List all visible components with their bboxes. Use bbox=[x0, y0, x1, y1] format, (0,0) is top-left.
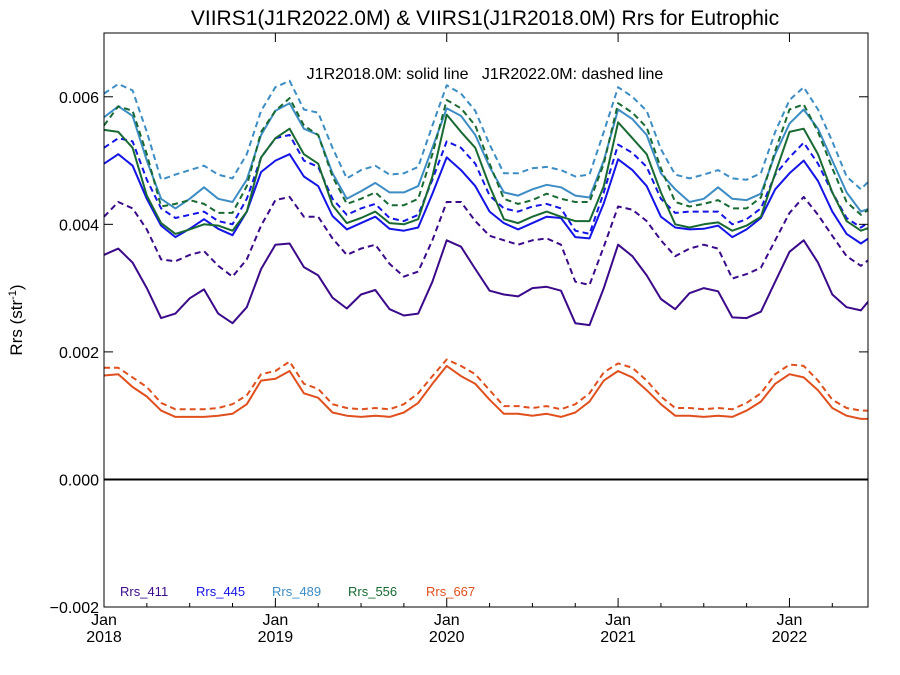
x-tick-label-month: Jan bbox=[777, 612, 803, 629]
series-layer bbox=[104, 79, 868, 420]
series-line-rrs-445-solid bbox=[104, 153, 868, 245]
y-tick-label: 0.004 bbox=[59, 217, 99, 234]
y-axis-label-main: Rrs (str bbox=[7, 300, 26, 356]
x-tick-label-month: Jan bbox=[91, 612, 117, 629]
series-line-rrs-667-solid bbox=[104, 364, 868, 420]
legend-label-rrs-445: Rrs_445 bbox=[196, 584, 245, 599]
y-axis-label: Rrs (str-1) bbox=[7, 284, 26, 355]
series-line-rrs-411-dashed bbox=[104, 195, 868, 286]
y-tick-label: −0.002 bbox=[50, 600, 99, 617]
x-tick-label-month: Jan bbox=[262, 612, 288, 629]
plot-frame bbox=[103, 32, 869, 608]
y-axis-label-superscript: -1 bbox=[7, 290, 19, 300]
series-line-rrs-556-solid bbox=[104, 113, 868, 235]
legend-label-rrs-411: Rrs_411 bbox=[120, 584, 168, 599]
x-tick-label-month: Jan bbox=[605, 612, 631, 629]
legend-label-rrs-667: Rrs_667 bbox=[426, 584, 475, 599]
series-line-rrs-489-dashed bbox=[104, 79, 868, 191]
legend: Rrs_411 Rrs_445 Rrs_489 Rrs_556 Rrs_667 bbox=[120, 584, 475, 599]
y-axis-ticks: −0.002 0.000 0.002 0.004 0.006 bbox=[50, 90, 868, 617]
x-tick-label-year: 2019 bbox=[258, 629, 294, 646]
x-tick-label-year: 2022 bbox=[772, 629, 808, 646]
series-line-rrs-445-dashed bbox=[104, 134, 868, 235]
y-tick-label: 0.006 bbox=[59, 90, 99, 107]
y-axis-label-close: ) bbox=[7, 284, 26, 290]
x-tick-label-month: Jan bbox=[434, 612, 460, 629]
legend-label-rrs-556: Rrs_556 bbox=[348, 584, 397, 599]
x-tick-label-year: 2021 bbox=[600, 629, 636, 646]
plot-area bbox=[104, 79, 868, 481]
chart-subtitle: J1R2018.0M: solid line J1R2022.0M: dashe… bbox=[307, 66, 664, 83]
series-line-rrs-667-dashed bbox=[104, 358, 868, 412]
y-tick-label: 0.002 bbox=[59, 345, 99, 362]
series-line-rrs-556-dashed bbox=[104, 97, 868, 216]
series-line-rrs-489-solid bbox=[104, 102, 868, 213]
y-tick-label: 0.000 bbox=[59, 472, 99, 489]
series-line-rrs-411-solid bbox=[104, 239, 868, 327]
x-tick-label-year: 2020 bbox=[429, 629, 465, 646]
x-tick-label-year: 2018 bbox=[86, 629, 122, 646]
legend-label-rrs-489: Rrs_489 bbox=[272, 584, 321, 599]
chart-title: VIIRS1(J1R2022.0M) & VIIRS1(J1R2018.0M) … bbox=[191, 7, 779, 30]
